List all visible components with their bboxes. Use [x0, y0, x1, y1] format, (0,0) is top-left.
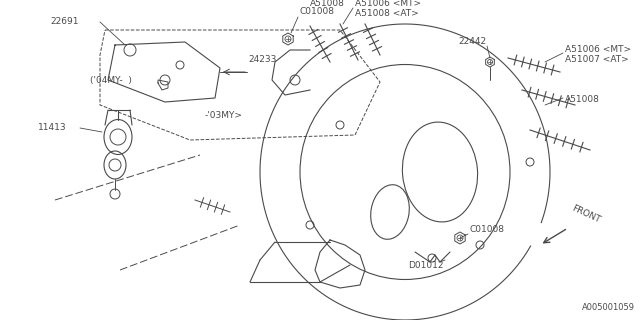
Text: A51007 <AT>: A51007 <AT>: [565, 55, 628, 65]
Text: -'03MY>: -'03MY>: [205, 110, 243, 119]
Text: D01012: D01012: [408, 260, 444, 269]
Text: A51008 <AT>: A51008 <AT>: [355, 10, 419, 19]
Text: 11413: 11413: [38, 124, 67, 132]
Text: 24233: 24233: [248, 55, 276, 65]
Text: C01008: C01008: [300, 7, 335, 17]
Text: FRONT: FRONT: [570, 204, 602, 225]
Text: A51008: A51008: [565, 95, 600, 105]
Text: ('04MY-  ): ('04MY- ): [90, 76, 132, 84]
Text: C01008: C01008: [470, 226, 505, 235]
Text: A51008: A51008: [310, 0, 345, 9]
Text: A51006 <MT>: A51006 <MT>: [355, 0, 421, 9]
Text: 22442: 22442: [458, 37, 486, 46]
Text: A005001059: A005001059: [582, 303, 635, 312]
Text: 22691: 22691: [50, 18, 79, 27]
Text: A51006 <MT>: A51006 <MT>: [565, 45, 631, 54]
